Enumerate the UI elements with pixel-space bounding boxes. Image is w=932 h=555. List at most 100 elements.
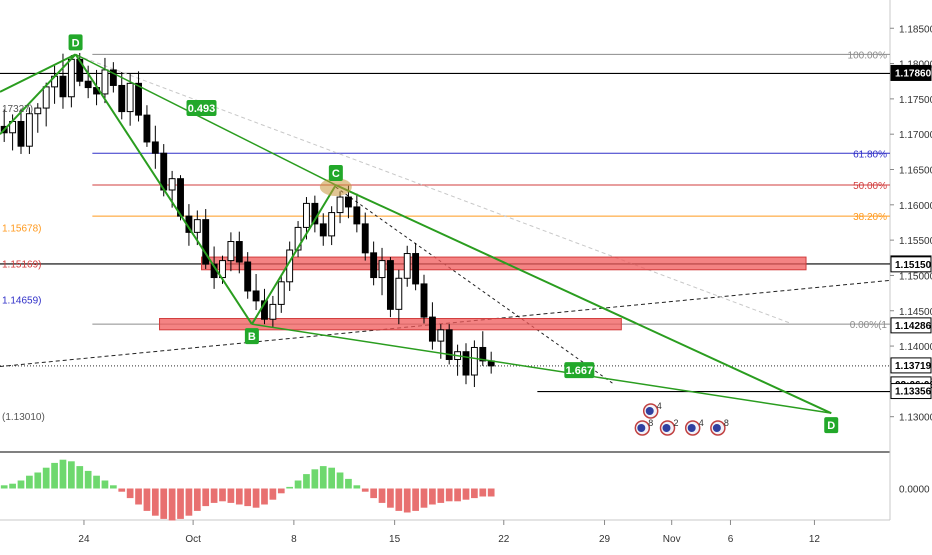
candle-body xyxy=(303,202,310,228)
histogram-bar xyxy=(437,488,445,503)
pattern-ratio-badge xyxy=(186,100,217,117)
candle-body xyxy=(336,196,344,214)
candle-body xyxy=(244,261,252,292)
candle-body xyxy=(386,260,394,310)
pattern-point-label: D xyxy=(827,420,835,432)
candle-body xyxy=(42,86,50,109)
event-count-label: 4 xyxy=(657,401,662,411)
histogram-bar xyxy=(34,472,42,489)
fib-level-label: 61.80% xyxy=(853,149,887,160)
candle-body xyxy=(437,329,445,342)
candle-body xyxy=(328,212,336,237)
price-axis-badge-label: 1.13719 xyxy=(895,361,932,372)
left-level-label: 17327) xyxy=(2,104,33,115)
histogram-bar xyxy=(9,483,16,489)
histogram-bar xyxy=(0,485,8,489)
histogram-bar xyxy=(353,485,361,489)
price-tick-label: 1.14000 xyxy=(899,342,932,353)
histogram-bar xyxy=(471,488,478,499)
candle-body xyxy=(395,277,403,310)
pattern-point-badge xyxy=(824,417,839,434)
event-count-label: 8 xyxy=(648,418,653,428)
pattern-highlight xyxy=(319,178,352,197)
left-level-label: 1.14659) xyxy=(2,295,41,306)
time-tick-label: Oct xyxy=(185,534,201,545)
histogram-bar xyxy=(42,467,50,489)
pattern-leg xyxy=(74,53,253,325)
histogram-bar xyxy=(177,488,184,519)
candle-body xyxy=(151,141,159,154)
pattern-point-label: D xyxy=(72,37,80,49)
histogram-bar xyxy=(370,488,377,499)
candle-body xyxy=(445,329,453,360)
price-axis-badge-label: 1.17860 xyxy=(895,68,932,79)
event-flag-icon xyxy=(712,424,721,432)
pattern-point-badge xyxy=(244,328,259,345)
histogram-bar xyxy=(51,462,58,489)
candle-body xyxy=(118,84,126,113)
candle-body xyxy=(126,82,134,113)
pattern-ratio-badge xyxy=(564,362,595,379)
histogram-bar xyxy=(135,488,142,505)
pattern-ratio-label: 0.493 xyxy=(188,103,216,115)
pattern-leg xyxy=(0,53,77,135)
histogram-bar xyxy=(487,488,495,497)
price-axis-badge xyxy=(890,256,932,273)
price-axis-badge xyxy=(890,383,932,400)
fib-level-label: 100.00% xyxy=(848,50,888,61)
pattern-ratio-label: 1.667 xyxy=(566,365,594,377)
histogram-bar xyxy=(185,488,193,516)
histogram-bar xyxy=(244,488,252,507)
candle-body xyxy=(378,260,386,279)
histogram-bar xyxy=(261,488,268,505)
histogram-bar xyxy=(395,488,403,511)
histogram-bar xyxy=(68,461,75,489)
histogram-bar xyxy=(151,488,159,516)
pattern-diagonal xyxy=(75,53,337,186)
histogram-bar xyxy=(269,488,277,500)
candle-body xyxy=(277,281,285,305)
candle-body xyxy=(361,223,369,254)
price-axis-badge xyxy=(890,64,932,81)
event-flag-icon xyxy=(687,424,696,432)
candle-body xyxy=(109,69,117,86)
price-tick-label: 1.14500 xyxy=(899,307,932,318)
histogram-bar xyxy=(126,488,134,499)
event-flag-icon xyxy=(645,407,654,415)
histogram-bar xyxy=(286,486,294,489)
candle-body xyxy=(168,178,176,191)
histogram-bar xyxy=(109,485,117,489)
histogram-bar xyxy=(160,488,168,519)
candle-body xyxy=(67,58,75,98)
candle-body xyxy=(412,253,420,285)
price-tick-label: 1.15000 xyxy=(899,271,932,282)
candle-body xyxy=(319,223,327,237)
histogram-bar xyxy=(294,480,302,489)
histogram-bar xyxy=(311,469,319,489)
pattern-point-label: B xyxy=(248,331,256,343)
histogram-bar xyxy=(462,488,470,500)
histogram-bar xyxy=(26,475,33,489)
candle-body xyxy=(135,82,142,116)
candle-body xyxy=(235,241,243,263)
histogram-bar xyxy=(361,488,369,492)
histogram-bar xyxy=(219,488,226,502)
dashed-trendline xyxy=(335,186,614,384)
candle-body xyxy=(403,253,411,279)
histogram-bar xyxy=(303,474,310,489)
pattern-diagonal xyxy=(251,323,832,414)
fib-level-label: 0.00%(1 xyxy=(850,320,888,331)
price-axis-badge-label: 1.15150 xyxy=(895,260,932,271)
candle-body xyxy=(294,226,302,251)
histogram-bar xyxy=(101,480,109,489)
time-tick-label: 8 xyxy=(291,534,297,545)
histogram-bar xyxy=(168,488,176,521)
histogram-bar xyxy=(118,488,126,492)
histogram-zero-label: 0.0000 xyxy=(899,485,930,496)
histogram-bar xyxy=(202,488,210,507)
histogram-bar xyxy=(235,488,243,505)
price-tick-label: 1.16500 xyxy=(899,166,932,177)
histogram-bar xyxy=(454,488,461,502)
time-tick-label: 12 xyxy=(809,534,821,545)
